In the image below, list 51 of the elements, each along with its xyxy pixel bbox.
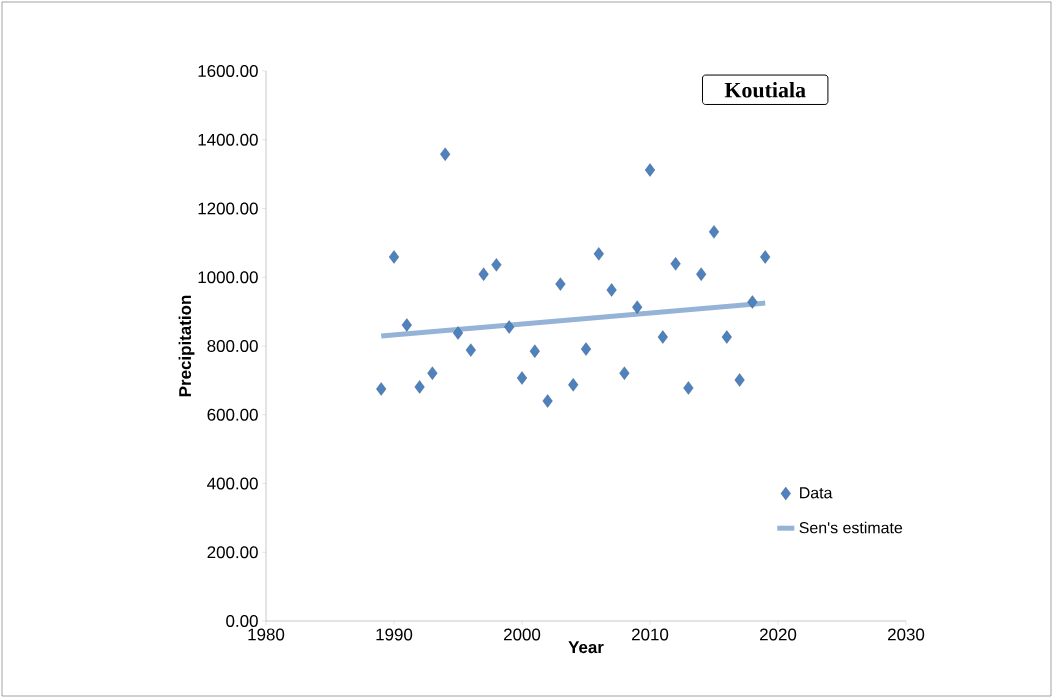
y-tick-label: 0.00 <box>226 615 258 627</box>
point <box>657 330 668 344</box>
legend-label: Sen's estimate <box>799 521 903 534</box>
point <box>747 295 758 309</box>
x-tick-label: 2010 <box>632 628 669 641</box>
y-tick-label: 1000.00 <box>198 271 258 284</box>
point <box>721 330 732 344</box>
x-tick-label: 1990 <box>376 628 413 641</box>
point <box>542 394 553 408</box>
point <box>414 380 425 394</box>
point <box>440 147 451 161</box>
point <box>619 366 630 380</box>
point <box>760 250 771 264</box>
y-tick-label: 400.00 <box>207 477 258 490</box>
point <box>555 277 566 291</box>
x-tick-label: 1980 <box>248 628 285 641</box>
point <box>376 382 387 396</box>
point <box>632 300 643 314</box>
point <box>452 326 464 340</box>
y-tick-label: 200.00 <box>207 546 258 559</box>
point <box>529 344 540 358</box>
point <box>568 378 579 392</box>
point <box>644 163 656 177</box>
y-tick-label: 600.00 <box>207 408 258 421</box>
point <box>478 267 489 281</box>
point <box>465 343 476 357</box>
point <box>491 258 502 272</box>
point <box>734 373 745 387</box>
point <box>708 225 720 239</box>
x-axis-title: Year <box>568 641 604 654</box>
point <box>606 283 617 297</box>
y-tick-label: 1400.00 <box>198 133 258 146</box>
x-tick-label: 2000 <box>504 628 541 641</box>
x-tick-label: 2030 <box>888 628 925 641</box>
y-axis-title: Precipitation <box>178 295 195 397</box>
point <box>388 250 400 264</box>
point <box>696 267 707 281</box>
legend-label: Data <box>800 487 833 499</box>
chart-title: Koutiala <box>724 82 806 98</box>
point <box>593 247 604 261</box>
y-tick-label: 1600.00 <box>198 65 258 77</box>
point <box>427 366 438 380</box>
point <box>683 381 694 395</box>
point <box>670 257 681 271</box>
point <box>580 342 592 356</box>
x-tick-label: 2020 <box>760 628 797 641</box>
point <box>401 318 412 332</box>
point <box>516 371 528 385</box>
y-tick-label: 1200.00 <box>198 202 258 215</box>
y-tick-label: 800.00 <box>207 340 258 352</box>
point <box>504 320 515 334</box>
